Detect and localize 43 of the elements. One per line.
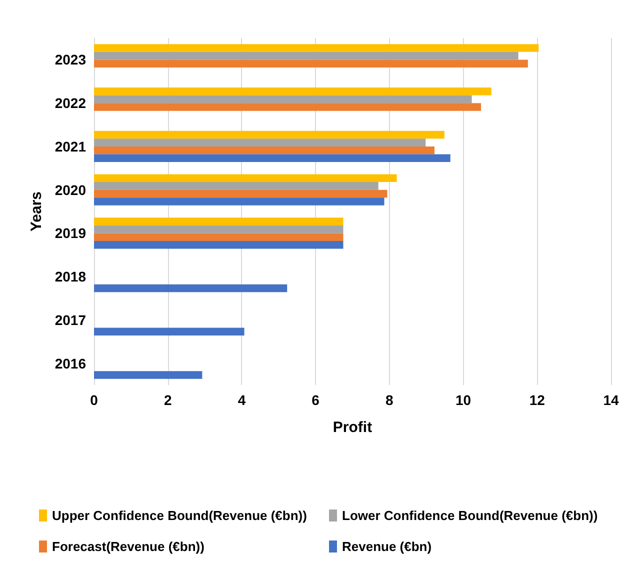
bar	[94, 174, 397, 182]
bar	[94, 60, 528, 68]
legend-label: Upper Confidence Bound(Revenue (€bn))	[52, 508, 307, 523]
y-tick-label: 2020	[54, 182, 86, 198]
bar	[94, 182, 378, 190]
y-tick-label: 2018	[54, 268, 86, 285]
y-tick-label: 2019	[54, 225, 86, 242]
bar	[94, 146, 434, 154]
y-tick-label: 2021	[54, 138, 86, 154]
bar	[94, 44, 539, 52]
bar	[94, 371, 202, 379]
legend-label: Revenue (€bn)	[342, 539, 432, 554]
bar	[94, 218, 344, 226]
x-axis-title: Profit	[332, 419, 372, 436]
bar	[94, 225, 344, 234]
bar	[94, 154, 450, 162]
x-tick-label: 0	[90, 392, 98, 408]
bar	[94, 198, 384, 206]
bar	[94, 138, 426, 146]
bar	[94, 95, 472, 104]
x-tick-label: 2	[164, 392, 172, 408]
bar	[94, 190, 388, 198]
bar	[94, 130, 444, 139]
legend-label: Forecast(Revenue (€bn))	[52, 539, 204, 554]
bar	[94, 240, 344, 249]
y-tick-label: 2022	[54, 95, 86, 112]
x-tick-label: 10	[455, 392, 472, 408]
bar	[94, 103, 482, 111]
bar	[94, 328, 244, 336]
x-tick-label: 8	[386, 392, 394, 408]
bar	[94, 52, 518, 60]
y-axis-title: Years	[28, 191, 45, 232]
y-tick-label: 2016	[54, 355, 86, 372]
y-tick-label: 2023	[54, 52, 86, 68]
legend-label: Lower Confidence Bound(Revenue (€bn))	[342, 508, 598, 523]
bar	[94, 87, 492, 96]
x-tick-label: 4	[238, 392, 246, 408]
bar	[94, 284, 288, 292]
bar	[94, 233, 344, 241]
x-tick-label: 6	[312, 392, 320, 408]
x-tick-label: 12	[529, 392, 546, 408]
y-tick-label: 2017	[54, 312, 86, 328]
x-tick-label: 14	[603, 392, 619, 408]
